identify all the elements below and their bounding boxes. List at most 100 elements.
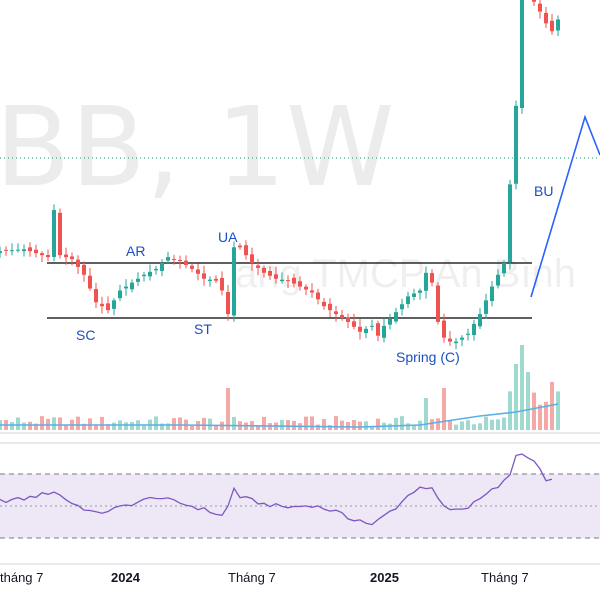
volume-bar <box>76 416 80 430</box>
candle-body <box>436 285 440 322</box>
candle-body <box>346 317 350 322</box>
candle-body <box>130 282 134 290</box>
volume-bar <box>124 422 128 430</box>
volume-bar <box>484 416 488 430</box>
candle-body <box>94 288 98 303</box>
volume-bar <box>64 425 68 430</box>
volume-bar <box>166 423 170 430</box>
time-label-4: 2025 <box>370 570 399 585</box>
candle-body <box>0 251 2 254</box>
candle-body <box>442 320 446 338</box>
candle-body <box>370 325 374 327</box>
volume-bar <box>154 416 158 430</box>
candle-body <box>286 280 290 282</box>
volume-bar <box>142 424 146 430</box>
candle-body <box>112 300 116 309</box>
volume-bar <box>10 421 14 430</box>
candle-body <box>202 273 206 279</box>
volume-bar <box>514 364 518 430</box>
volume-bar <box>232 416 236 430</box>
label-spring: Spring (C) <box>396 349 460 365</box>
volume-bar <box>106 424 110 430</box>
volume-bar <box>310 416 314 430</box>
volume-bar <box>334 416 338 430</box>
label-sc: SC <box>76 327 95 343</box>
volume-bar <box>520 345 524 430</box>
volume-bar <box>328 425 332 430</box>
candle-body <box>166 257 170 261</box>
volume-bar <box>262 416 266 430</box>
candle-body <box>364 328 368 334</box>
candle-body <box>478 314 482 327</box>
label-ua: UA <box>218 229 238 245</box>
volume-bar <box>424 398 428 430</box>
volume-bar <box>160 423 164 430</box>
candle-body <box>394 312 398 322</box>
candle-body <box>58 212 62 256</box>
label-st: ST <box>194 321 212 337</box>
volume-bar <box>40 416 44 430</box>
volume-bar <box>352 420 356 430</box>
candle-body <box>250 254 254 263</box>
candle-body <box>82 264 86 275</box>
volume-bar <box>442 388 446 430</box>
time-label-5: Tháng 7 <box>481 570 529 585</box>
volume-bar <box>280 419 284 430</box>
candle-body <box>220 277 224 291</box>
volume-bar <box>346 422 350 430</box>
volume-bar <box>172 418 176 430</box>
candle-body <box>256 265 260 268</box>
candle-body <box>496 274 500 286</box>
volume-bar <box>208 418 212 430</box>
candle-body <box>328 303 332 311</box>
volume-bar <box>364 421 368 430</box>
volume-bar <box>34 423 38 430</box>
candle-body <box>4 249 8 251</box>
candle-body <box>172 259 176 261</box>
volume-bar <box>130 421 134 430</box>
volume-bar <box>178 417 182 430</box>
candle-body <box>22 249 26 252</box>
volume-bar <box>28 421 32 430</box>
volume-bar <box>490 419 494 430</box>
volume-bar <box>472 424 476 430</box>
candle-body <box>322 301 326 307</box>
volume-bar <box>358 421 362 430</box>
candle-body <box>514 105 518 184</box>
candle-body <box>508 184 512 263</box>
volume-bar <box>550 381 554 430</box>
candle-body <box>358 326 362 332</box>
candle-body <box>382 325 386 338</box>
time-label-2: 2024 <box>111 570 141 585</box>
volume-bar <box>388 423 392 430</box>
candle-body <box>88 275 92 289</box>
time-label-1: tháng 7 <box>0 570 43 585</box>
candle-body <box>214 278 218 281</box>
candle-body <box>430 273 434 283</box>
candle-body <box>160 263 164 271</box>
volume-bar <box>436 418 440 430</box>
candle-body <box>424 272 428 291</box>
candle-body <box>412 293 416 297</box>
volume-bar <box>460 421 464 430</box>
candle-body <box>406 296 410 305</box>
candle-body <box>64 254 68 258</box>
volume-bar <box>100 416 104 430</box>
candle-body <box>280 279 284 282</box>
volume-bar <box>478 423 482 430</box>
watermark-symbol: BB, 1W <box>0 83 395 211</box>
candle-body <box>454 341 458 344</box>
candle-body <box>28 247 32 252</box>
volume-bar <box>394 417 398 430</box>
volume-bar <box>502 417 506 430</box>
candle-body <box>352 321 356 327</box>
candle-body <box>10 250 14 252</box>
volume-bar <box>322 419 326 430</box>
volume-bar <box>52 417 56 430</box>
volume-bar <box>256 425 260 430</box>
candle-body <box>472 323 476 336</box>
candle-body <box>118 290 122 299</box>
volume-bar <box>286 420 290 430</box>
volume-bar <box>526 372 530 430</box>
